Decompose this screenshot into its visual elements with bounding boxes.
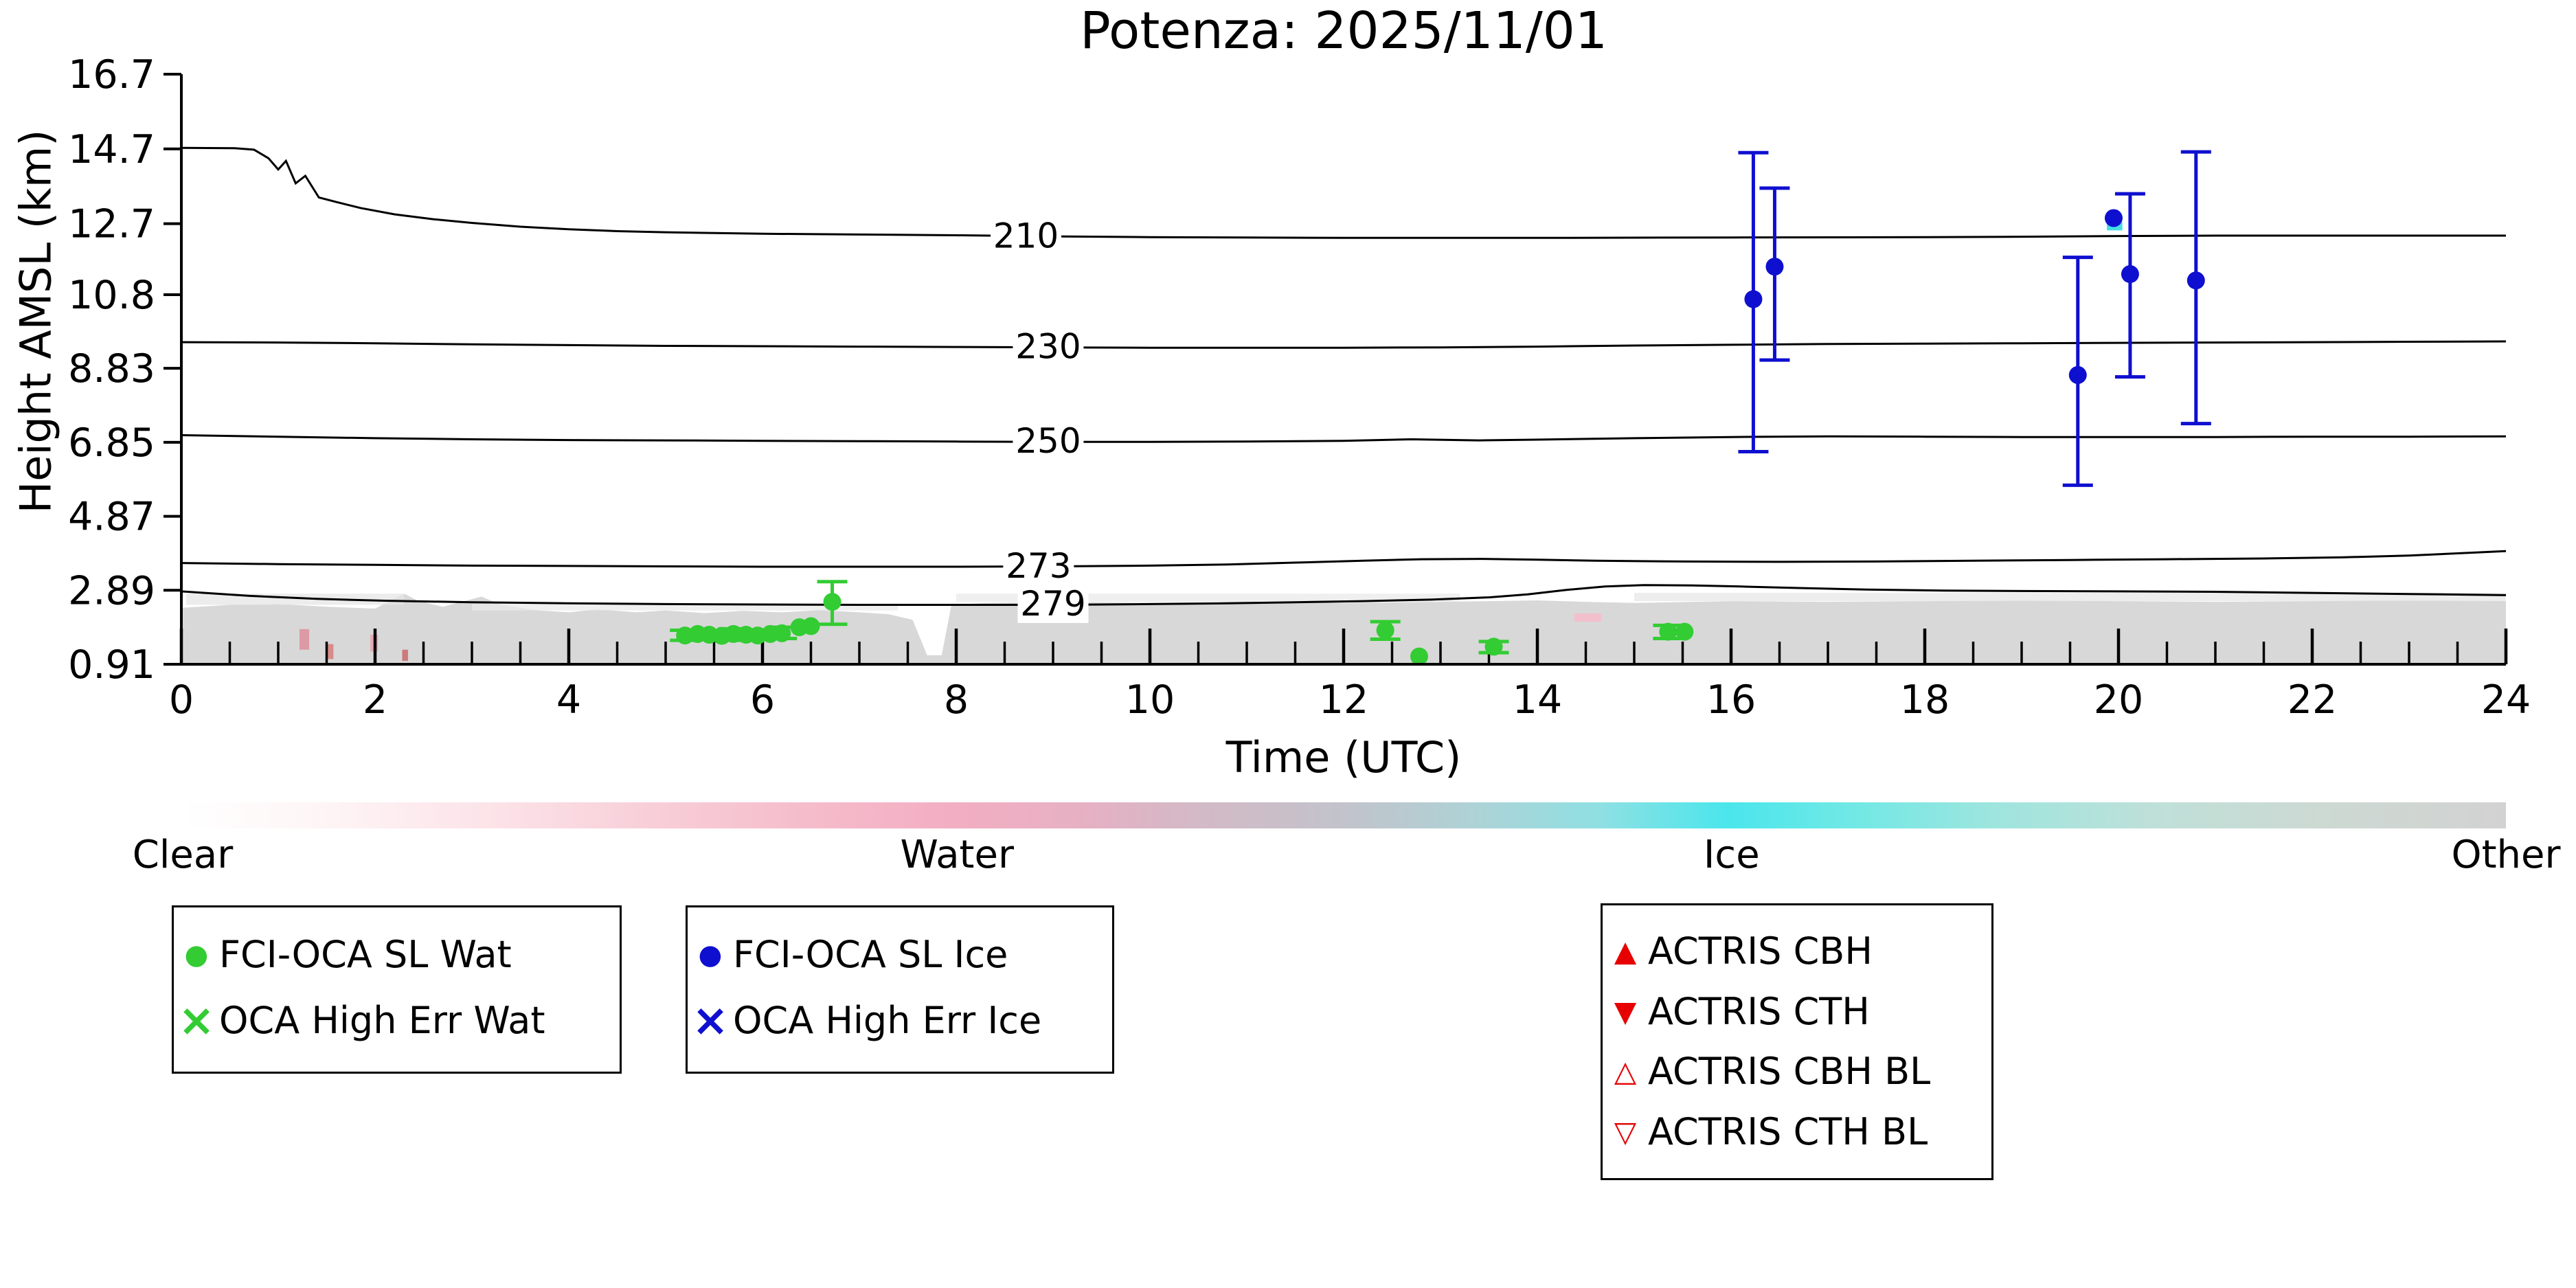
legend-item: ● FCI-OCA SL Wat: [174, 936, 620, 973]
legend-water: ● FCI-OCA SL Wat × OCA High Err Wat: [172, 905, 622, 1074]
svg-text:10: 10: [1125, 677, 1175, 723]
svg-text:2: 2: [363, 677, 387, 723]
legend-label: FCI-OCA SL Wat: [219, 933, 512, 977]
legend-label: ACTRIS CBH: [1648, 929, 1873, 973]
legend-label: FCI-OCA SL Ice: [733, 933, 1008, 977]
svg-text:210: 210: [993, 216, 1059, 256]
legend-label: OCA High Err Wat: [219, 998, 545, 1042]
colorbar-label-other: Other: [2451, 833, 2561, 877]
ice-dot-icon: ●: [698, 939, 723, 971]
svg-text:14.7: 14.7: [68, 127, 155, 172]
svg-text:6: 6: [750, 677, 775, 723]
ice-x-icon: ×: [692, 995, 729, 1046]
colorbar-labels: Clear Water Ice Other: [133, 833, 2561, 881]
colorbar-label-water: Water: [900, 833, 1014, 877]
triangle-up-open-icon: △: [1614, 1054, 1637, 1089]
legend-label: OCA High Err Ice: [733, 998, 1042, 1042]
colorbar-label-clear: Clear: [132, 833, 234, 877]
svg-text:12: 12: [1319, 677, 1369, 723]
legend-actris: ▲ ACTRIS CBH ▼ ACTRIS CTH △ ACTRIS CBH B…: [1601, 903, 1993, 1180]
axis-spines: [180, 74, 2506, 666]
svg-text:230: 230: [1015, 327, 1081, 367]
svg-text:279: 279: [1020, 584, 1085, 624]
legend-item: × OCA High Err Wat: [174, 999, 620, 1043]
svg-text:4: 4: [556, 677, 581, 723]
legend-label: ACTRIS CBH BL: [1648, 1050, 1931, 1094]
svg-text:6.85: 6.85: [68, 420, 155, 466]
x-axis-ticks: [179, 629, 2508, 664]
svg-text:22: 22: [2287, 677, 2338, 723]
legend-label: ACTRIS CTH: [1648, 989, 1870, 1033]
svg-text:12.7: 12.7: [68, 202, 155, 247]
legend-item: ▲ ACTRIS CBH: [1603, 929, 1991, 973]
svg-text:20: 20: [2094, 677, 2144, 723]
legend-item: ▽ ACTRIS CTH BL: [1603, 1114, 1991, 1151]
svg-text:2.89: 2.89: [68, 568, 155, 613]
triangle-up-filled-icon: ▲: [1614, 934, 1637, 968]
svg-text:4.87: 4.87: [68, 495, 155, 540]
x-tick-labels: 0 2 4 6 8 10 12 14 16 18 20 22 24: [169, 677, 2531, 723]
legend-item: △ ACTRIS CBH BL: [1603, 1053, 1991, 1090]
legend-label: ACTRIS CTH BL: [1648, 1110, 1928, 1154]
plot-svg: 0 2 4 6 8 10 12 14 16 18 20 22 2416.714.712.710.88.8…: [68, 52, 2531, 723]
series-fci-oca-sl-ice: [1738, 150, 2211, 487]
colorbar-label-ice: Ice: [1703, 833, 1760, 877]
svg-text:16: 16: [1706, 677, 1756, 723]
svg-text:10.8: 10.8: [68, 273, 155, 318]
temperature-contours: [181, 146, 2507, 606]
legend-ice: ● FCI-OCA SL Ice × OCA High Err Ice: [686, 905, 1114, 1074]
svg-text:8.83: 8.83: [68, 346, 155, 392]
water-x-icon: ×: [178, 995, 215, 1046]
svg-text:16.7: 16.7: [68, 52, 155, 98]
legend-item: × OCA High Err Ice: [688, 999, 1112, 1043]
legend-item: ● FCI-OCA SL Ice: [688, 936, 1112, 973]
svg-text:8: 8: [944, 677, 969, 723]
x-axis-label: Time (UTC): [1225, 732, 1462, 782]
series-fci-oca-sl-wat: [670, 580, 1694, 666]
y-axis-ticks: [163, 73, 181, 666]
svg-text:0.91: 0.91: [68, 642, 155, 688]
svg-text:273: 273: [1006, 546, 1071, 586]
cloud-mask-region: [181, 222, 2506, 664]
svg-text:24: 24: [2481, 677, 2531, 723]
svg-text:0: 0: [169, 677, 194, 723]
y-tick-labels: 16.7 14.7 12.7 10.8 8.83 6.85 4.87 2.89 0.91: [68, 52, 155, 688]
svg-text:250: 250: [1015, 421, 1081, 461]
svg-text:14: 14: [1513, 677, 1563, 723]
legend-item: ▼ ACTRIS CTH: [1603, 993, 1991, 1030]
triangle-down-filled-icon: ▼: [1614, 994, 1637, 1028]
colorbar: [183, 802, 2506, 828]
water-dot-icon: ●: [184, 939, 209, 971]
chart-title: Potenza: 2025/11/01: [1080, 1, 1607, 60]
svg-text:18: 18: [1900, 677, 1950, 723]
triangle-down-open-icon: ▽: [1614, 1115, 1637, 1149]
